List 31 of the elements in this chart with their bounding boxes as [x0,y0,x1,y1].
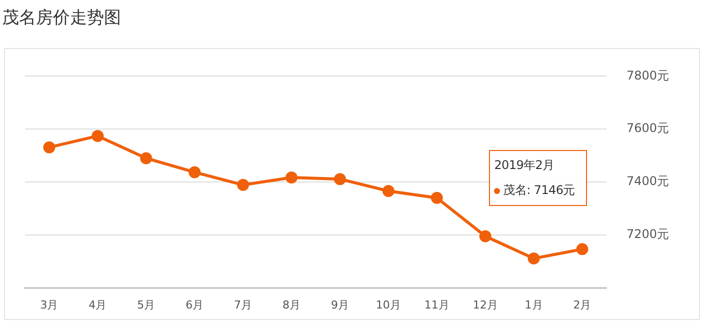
annotation: 茂名: 7146元 [503,182,575,200]
point [188,166,201,178]
y-tick-label: 7800元 [626,68,670,82]
x-tick-label: 2月 [573,298,592,312]
x-tick-label: 3月 [40,298,58,312]
y-tick-label: 7200元 [626,227,670,242]
point [334,173,346,186]
point [528,252,540,264]
x-tick-label: 11月 [424,298,450,312]
annotation: 2019年2月 [494,157,554,174]
x-tick-label: 12月 [472,298,498,312]
point [430,192,443,204]
point [479,230,492,242]
x-tick-label: 10月 [376,298,401,312]
chart-title: 茂名房价走势图 [2,7,121,29]
point [382,184,394,197]
x-tick-label: 9月 [330,298,349,312]
point [286,172,298,184]
x-tick-label: 1月 [524,298,543,312]
point [576,243,588,256]
point [92,130,104,142]
point [140,152,152,164]
x-tick-label: 7月 [234,298,252,312]
y-tick-label: 7600元 [626,121,670,136]
point [43,141,56,154]
point [237,178,250,191]
x-tick-label: 5月 [137,298,156,312]
y-tick-label: 7400元 [626,174,670,188]
x-tick-label: 4月 [88,298,107,312]
x-tick-label: 8月 [282,298,301,312]
x-tick-label: 6月 [186,298,204,312]
